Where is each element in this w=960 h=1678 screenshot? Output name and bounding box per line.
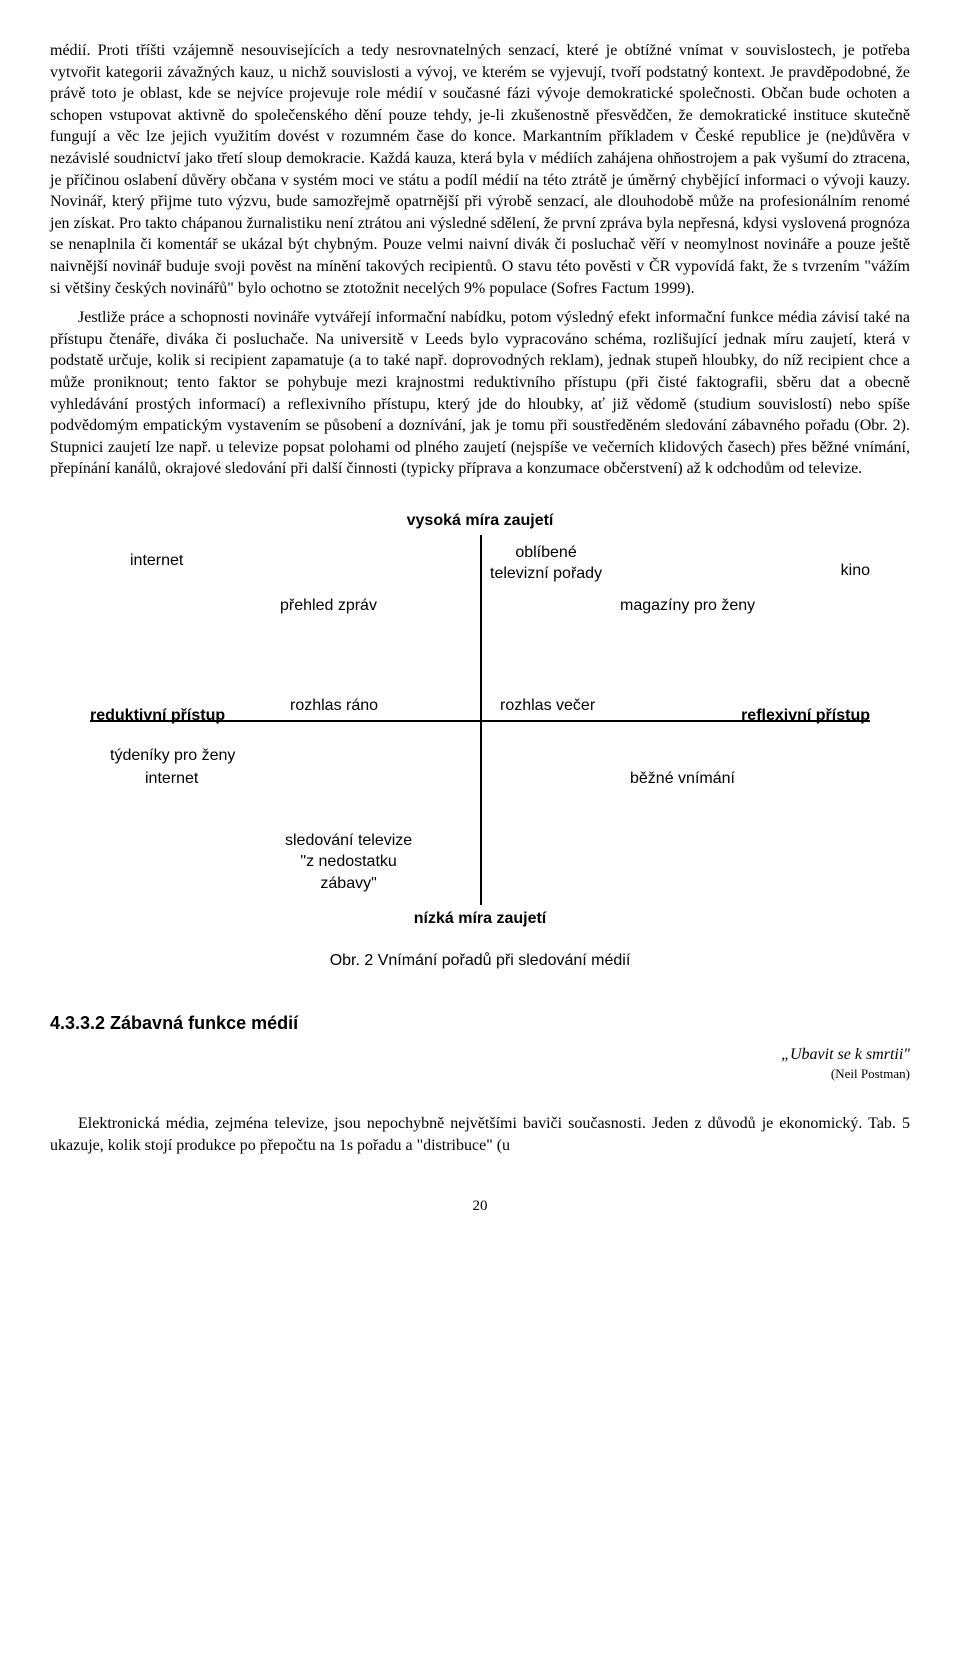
label-internet-bottom: internet [145,768,198,790]
axis-top-label: vysoká míra zaujetí [407,510,554,532]
axis-right-label: reflexivní přístup [741,705,870,727]
label-sledovani-tv: sledování televize "z nedostatku zábavy" [285,830,412,895]
paragraph-2: Jestliže práce a schopnosti novináře vyt… [50,307,910,480]
axis-bottom-label: nízká míra zaujetí [414,908,547,930]
label-bezne-vnimani: běžné vnímání [630,768,735,790]
label-sledovani-line2: "z nedostatku [300,853,396,870]
label-oblibene-line1: oblíbené [515,544,576,561]
paragraph-1: médií. Proti tříšti vzájemně nesouvisejí… [50,40,910,299]
page-number: 20 [50,1196,910,1216]
label-prehled-zprav: přehled zpráv [280,595,377,617]
axis-left-label: reduktivní přístup [90,705,225,727]
label-rozhlas-rano: rozhlas ráno [290,695,378,717]
label-oblibene: oblíbené televizní pořady [490,542,602,585]
label-oblibene-line2: televizní pořady [490,565,602,582]
label-magaziny: magazíny pro ženy [620,595,755,617]
label-sledovani-line3: zábavy" [320,875,376,892]
label-sledovani-line1: sledování televize [285,832,412,849]
figure-caption: Obr. 2 Vnímání pořadů při sledování médi… [50,950,910,972]
quadrant-diagram: vysoká míra zaujetí nízká míra zaujetí r… [90,510,870,930]
epigraph-author: (Neil Postman) [50,1065,910,1083]
label-tydeniky: týdeníky pro ženy [110,745,235,767]
epigraph-quote: „Ubavit se k smrtii" [50,1044,910,1066]
label-rozhlas-vecer: rozhlas večer [500,695,595,717]
label-kino: kino [841,560,870,582]
section-heading: 4.3.3.2 Zábavná funkce médií [50,1011,910,1035]
label-internet-top: internet [130,550,183,572]
paragraph-3: Elektronická média, zejména televize, js… [50,1113,910,1156]
